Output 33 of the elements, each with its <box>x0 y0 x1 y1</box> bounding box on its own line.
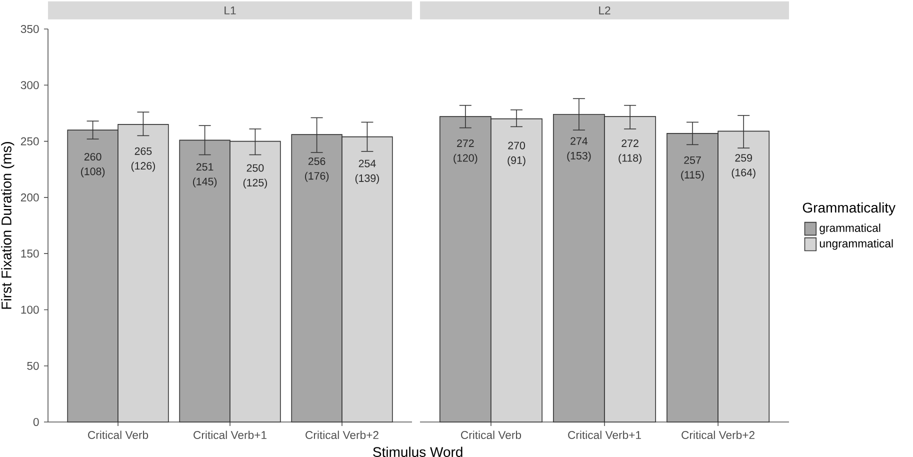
data-label: 272 (120) <box>454 140 478 164</box>
y-tick-label: 50 <box>27 362 39 370</box>
data-label: 274 (153) <box>567 137 591 162</box>
y-tick-label: 100 <box>21 306 39 314</box>
x-tick-label: Critical Verb+2 <box>682 430 754 440</box>
chart-title: L1 <box>224 6 236 14</box>
data-label: 256 (176) <box>305 157 329 182</box>
x-tick-label: Critical Verb <box>88 430 148 440</box>
legend-label: ungrammatical <box>820 239 893 250</box>
x-tick-label: Critical Verb+2 <box>306 430 378 440</box>
y-tick-label: 350 <box>20 24 39 34</box>
data-label: 272 (118) <box>618 140 642 164</box>
x-tick-label: Critical Verb <box>461 430 522 440</box>
y-tick-label: 250 <box>20 137 39 146</box>
data-label: 260 (108) <box>81 152 105 178</box>
x-axis-title: Stimulus Word <box>373 446 462 457</box>
y-axis-title: First Fixation Duration (ms) <box>1 142 14 309</box>
x-tick-label: Critical Verb+1 <box>194 430 266 440</box>
data-label: 259 (164) <box>732 154 756 178</box>
y-tick-label: 0 <box>33 418 39 426</box>
y-tick-label: 200 <box>20 193 39 202</box>
legend-title: Grammaticality <box>802 202 896 216</box>
x-tick-label: Critical Verb+1 <box>568 430 641 440</box>
y-tick-label: 300 <box>20 81 39 90</box>
data-label: 250 (125) <box>243 164 267 189</box>
legend-label: grammatical <box>820 224 880 234</box>
data-label: 251 (145) <box>193 163 217 188</box>
data-label: 257 (115) <box>681 156 704 181</box>
data-label: 254 (139) <box>355 160 379 184</box>
y-tick-label: 150 <box>21 250 39 258</box>
data-label: 270 (91) <box>508 142 526 166</box>
data-label: 265 (126) <box>131 147 155 172</box>
chart-title: L2 <box>599 6 610 14</box>
